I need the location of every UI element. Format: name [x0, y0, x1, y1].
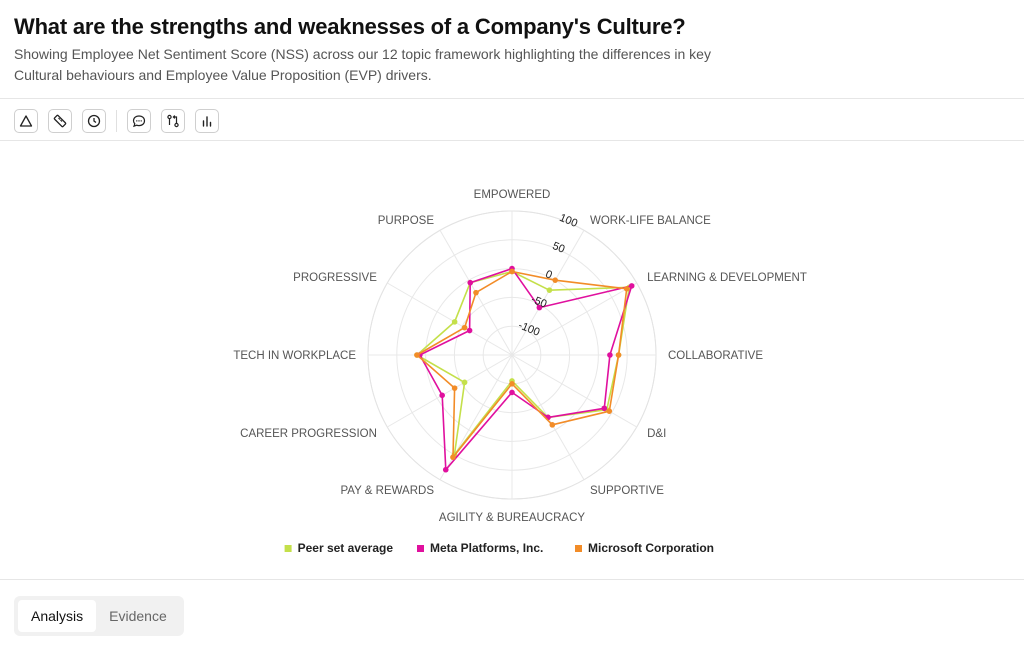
data-point [461, 379, 468, 386]
series-line [416, 270, 628, 459]
category-label: PROGRESSIVE [293, 272, 377, 284]
clock-icon [87, 114, 101, 128]
toolbar-separator [116, 110, 117, 132]
data-point [552, 277, 558, 283]
data-point [439, 392, 445, 399]
comment-icon [132, 115, 146, 128]
tab-evidence[interactable]: Evidence [109, 608, 167, 624]
category-label: D&I [647, 428, 666, 440]
view-tabs: Analysis Evidence [14, 596, 184, 636]
comment-button[interactable] [127, 109, 151, 133]
data-point [451, 319, 458, 325]
toolbar [14, 108, 229, 134]
category-label: TECH IN WORKPLACE [233, 350, 356, 362]
divider [0, 140, 1024, 141]
data-point [536, 304, 543, 311]
data-point [509, 381, 515, 387]
tab-analysis[interactable]: Analysis [18, 600, 97, 632]
data-point [606, 408, 613, 414]
category-label: COLLABORATIVE [668, 350, 763, 362]
grid-spoke [511, 230, 585, 356]
data-point [549, 422, 556, 428]
data-point [467, 279, 474, 286]
legend-swatch [284, 545, 292, 552]
category-label: SUPPORTIVE [590, 485, 664, 497]
data-point [601, 405, 608, 412]
ruler-icon [53, 114, 67, 128]
page-subtitle: Showing Employee Net Sentiment Score (NS… [14, 46, 711, 83]
category-label: PURPOSE [378, 215, 435, 227]
data-point [442, 466, 449, 473]
legend-swatch [417, 545, 424, 552]
category-label: EMPOWERED [474, 189, 551, 201]
bar-chart-icon [202, 116, 212, 127]
data-point [546, 287, 553, 293]
data-point [623, 285, 630, 292]
divider [0, 98, 1024, 99]
radial-tick-label: -100 [517, 319, 542, 338]
legend-label: Meta Platforms, Inc. [430, 541, 543, 555]
page-title: What are the strengths and weaknesses of… [14, 14, 686, 39]
category-label: PAY & REWARDS [340, 485, 434, 497]
data-point [509, 268, 515, 275]
data-point [615, 352, 622, 358]
data-point [607, 352, 613, 358]
chart-type-button[interactable] [195, 109, 219, 133]
legend-label: Microsoft Corporation [588, 541, 714, 555]
legend-label: Peer set average [298, 541, 394, 555]
data-point [451, 385, 458, 391]
history-button[interactable] [82, 109, 106, 133]
legend-swatch [575, 545, 582, 552]
grid-spoke [387, 282, 513, 356]
triangle-icon [19, 115, 33, 127]
radar-chart: EMPOWERED WORK-LIFE BALANCE LEARNING & DEV… [233, 189, 807, 555]
radial-tick-label: 0 [544, 268, 554, 281]
category-label: WORK-LIFE BALANCE [590, 215, 711, 227]
radial-tick-label: 50 [551, 240, 567, 256]
grid-spoke [511, 282, 637, 356]
ruler-tool-button[interactable] [48, 109, 72, 133]
grid-spoke [511, 354, 637, 428]
divider [0, 579, 1024, 580]
data-point [461, 324, 468, 331]
data-point [628, 283, 635, 289]
data-point [450, 454, 456, 461]
data-point [473, 289, 479, 296]
data-point [466, 327, 473, 334]
radial-tick-label: 100 [558, 212, 580, 230]
data-point [509, 389, 515, 396]
compare-button[interactable] [161, 109, 185, 133]
compare-icon [167, 114, 179, 128]
grid-spoke [387, 354, 513, 428]
category-label: LEARNING & DEVELOPMENT [647, 272, 807, 284]
category-label: AGILITY & BUREAUCRACY [439, 512, 585, 524]
category-label: CAREER PROGRESSION [240, 428, 377, 440]
radial-tick-label: -50 [529, 294, 548, 311]
series-line [416, 270, 631, 456]
data-point [414, 352, 420, 358]
triangle-tool-button[interactable] [14, 109, 38, 133]
